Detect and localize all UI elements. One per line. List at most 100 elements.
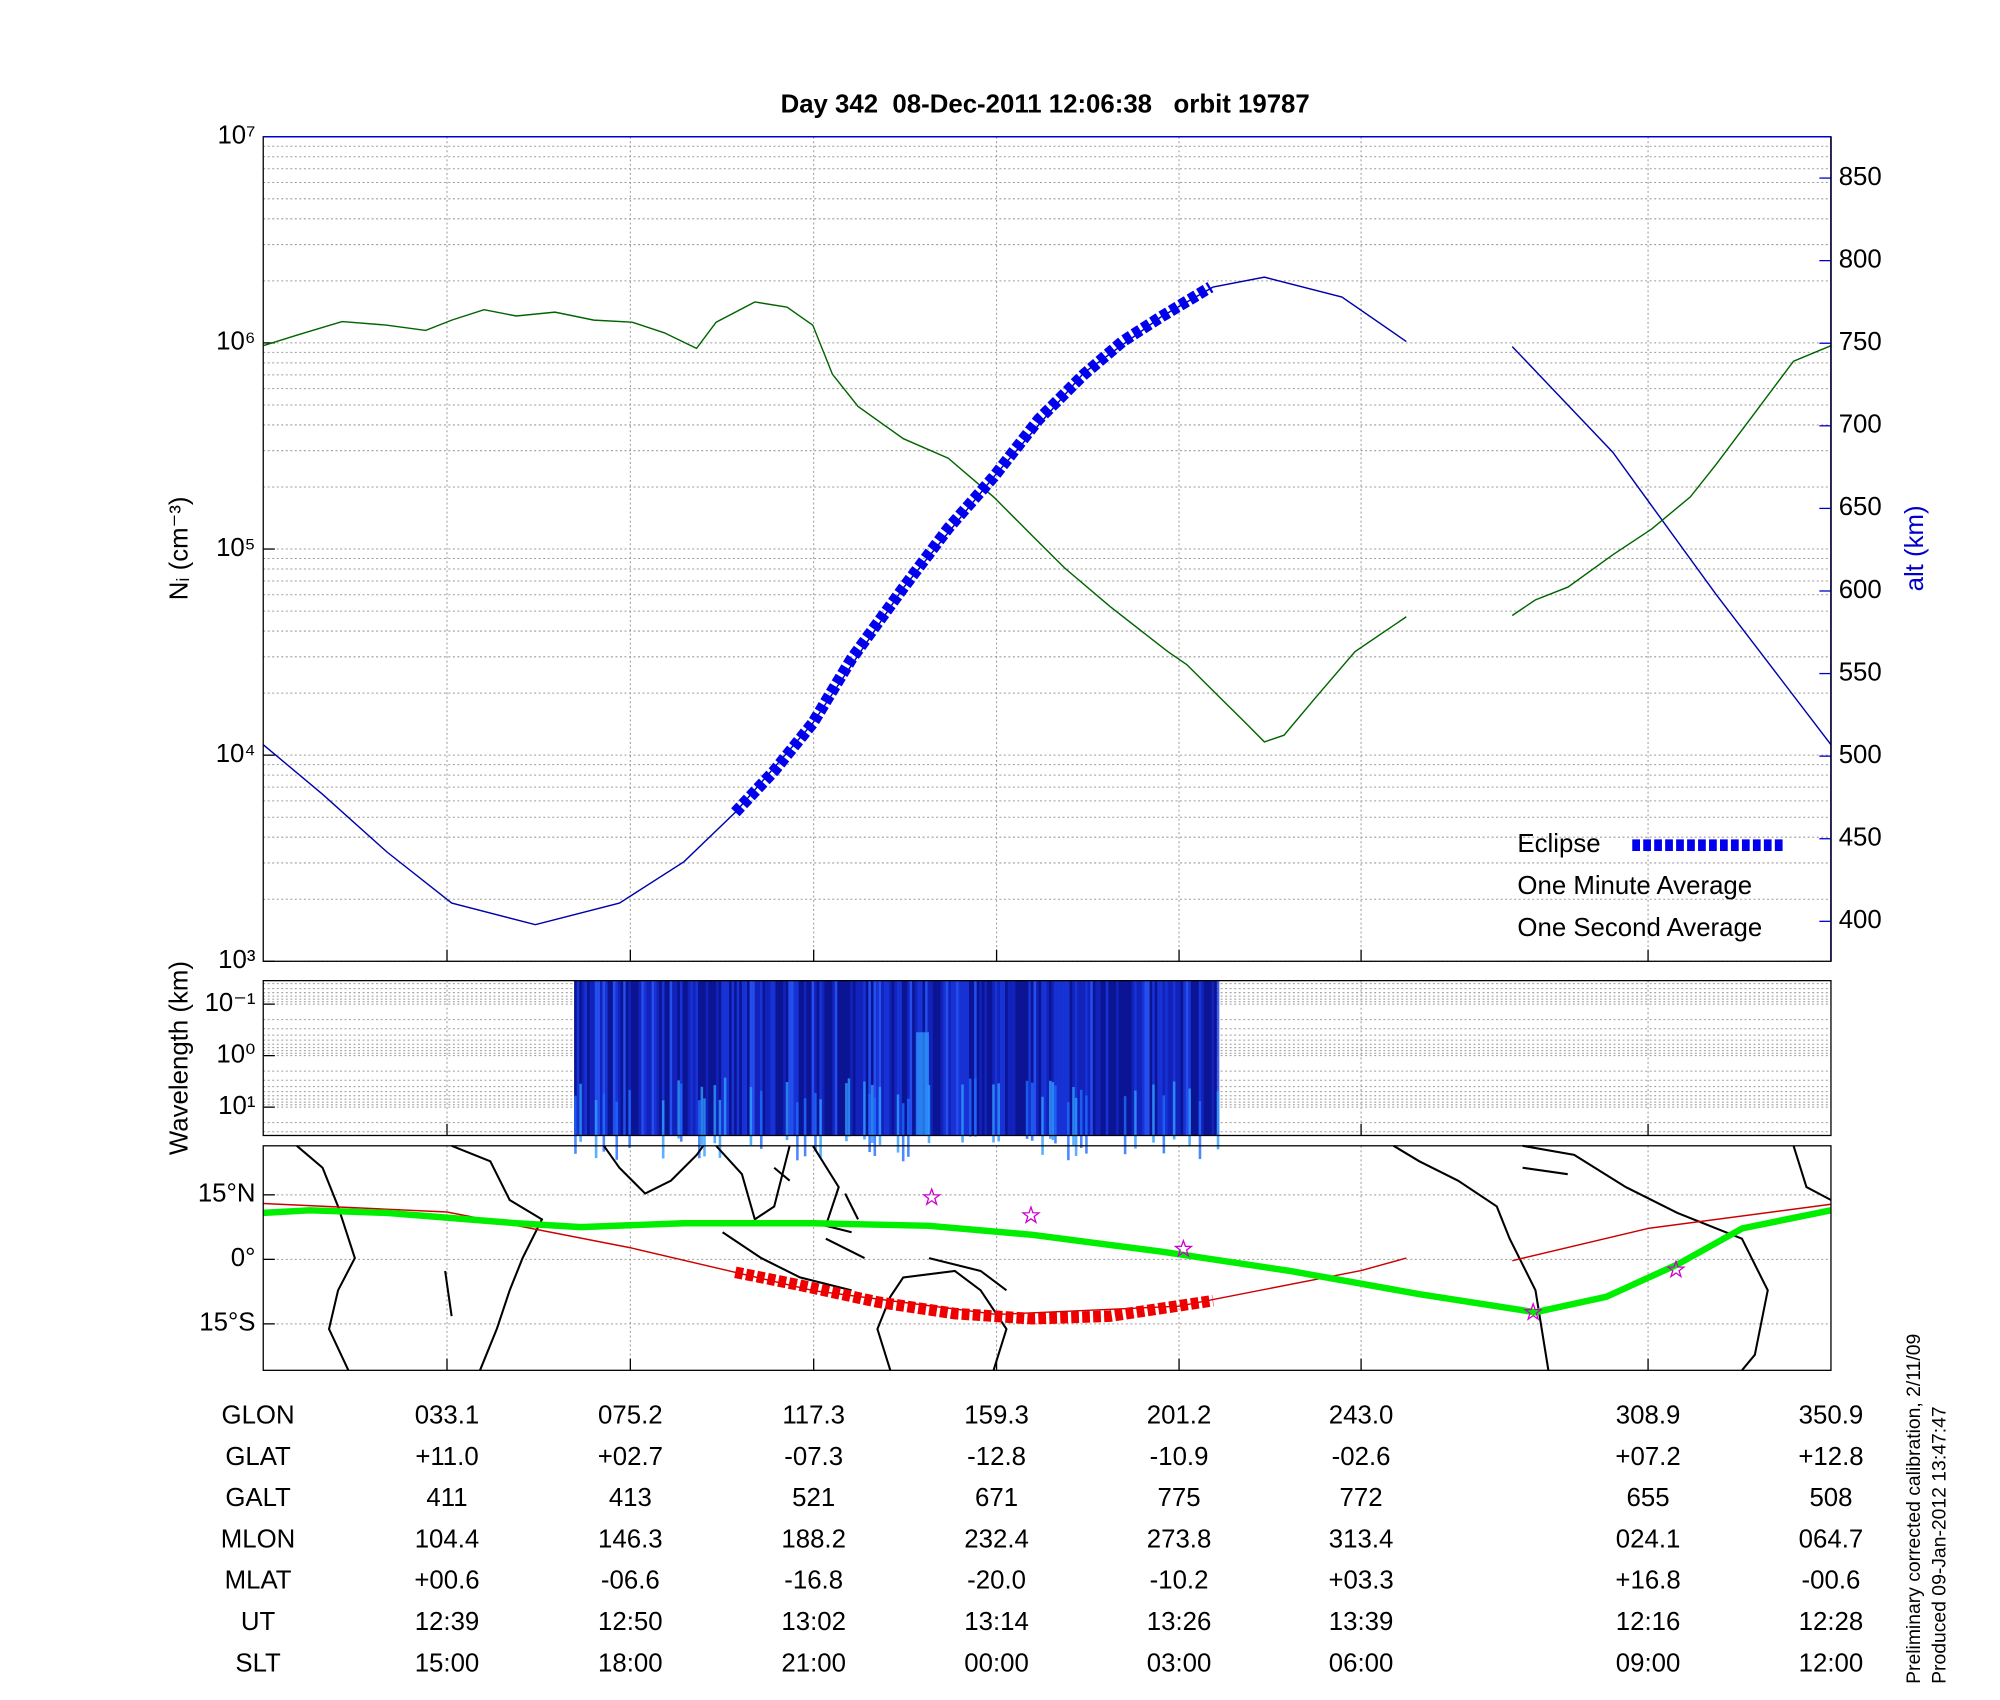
spectrogram-stripe [708,980,711,1136]
table-cell: 21:00 [781,1649,846,1677]
spectrogram-stripe [615,1101,619,1160]
footer-note: Preliminary corrected calibration, 2/11/… [1903,1334,1925,1684]
spectrogram-stripe [1054,1085,1057,1144]
spectrogram-stripe [1167,980,1171,1136]
spectrogram-stripe [692,980,696,1136]
legend-label: Eclipse [1517,830,1600,858]
spectrogram-stripe [842,980,846,1136]
table-cell: 00:00 [964,1649,1029,1677]
spectrogram-stripe [992,1084,995,1143]
spectrogram-stripe [772,980,776,1136]
spectrogram-stripe [994,980,998,1136]
spectrogram-stripe [661,1100,665,1159]
spectrogram-stripe [1172,1081,1176,1140]
spectrogram-stripe [698,980,701,1136]
spectrogram-stripe [1018,980,1021,1136]
table-cell: -12.8 [967,1443,1026,1471]
spectrogram-stripe [687,980,691,1136]
data-line [263,301,1832,743]
spectrogram-stripe [752,980,755,1136]
table-cell: 655 [1627,1484,1670,1512]
spectrogram-stripe [664,980,668,1136]
y-tick-label: 10¹ [218,1092,256,1120]
table-cell: 772 [1340,1484,1383,1512]
table-cell: 06:00 [1329,1649,1394,1677]
spectrogram-stripe [669,980,673,1136]
spectrogram-stripe [1170,980,1173,1136]
spectrogram-stripe [615,980,619,1136]
table-cell: +02.7 [598,1443,663,1471]
spectrogram-stripe [956,980,959,1136]
spectrogram-stripe [824,980,828,1136]
spectrogram-stripe [873,980,877,1136]
spectrogram-stripe [674,980,678,1136]
table-cell: 146.3 [598,1525,663,1553]
spectrogram-stripe [1046,980,1049,1136]
spectrogram-stripe [1054,980,1057,1136]
spectrogram-stripe [1165,980,1168,1136]
spectrogram-stripe [796,1102,799,1161]
table-cell: -10.9 [1150,1443,1209,1471]
spectrogram-stripe [705,980,709,1136]
y-tick-label: 0° [231,1244,256,1272]
spectrogram-stripe [1141,980,1145,1136]
spectrogram-stripe [839,980,843,1136]
spectrogram-stripe [778,980,781,1136]
spectrogram-stripe [948,980,951,1136]
spectrogram-stripe [594,1100,598,1159]
spectrogram-stripe [1069,980,1073,1136]
spectrogram-stripe [863,980,866,1136]
spectrogram-stripe [1051,1082,1055,1141]
spectrogram-stripe [806,980,809,1136]
spectrogram-stripe [1126,980,1129,1136]
spectrogram-stripe [886,980,889,1136]
spectrogram-stripe [1209,980,1212,1136]
y-tick-label: 10⁰ [216,1040,255,1068]
spectrogram-stripe [1079,1089,1083,1148]
table-cell: 232.4 [964,1525,1029,1553]
spectrogram-stripe [682,980,686,1136]
spectrogram-stripe [790,980,794,1136]
spectrogram-stripe [1100,980,1104,1136]
spectrogram-stripe [860,980,864,1136]
table-cell: 03:00 [1147,1649,1212,1677]
spectrogram-stripe [757,980,760,1136]
spectrogram-stripe [1188,980,1191,1136]
table-cell: 313.4 [1329,1525,1394,1553]
spectrogram-stripe [651,980,655,1136]
spectrogram-stripe [1159,980,1163,1136]
eclipse-line [731,282,1214,817]
track-line [263,1207,1832,1316]
table-cell: 104.4 [415,1525,480,1553]
spectrogram-stripe [767,980,771,1136]
y2-tick-label: 850 [1839,163,1882,191]
spectrogram-stripe [1152,980,1155,1136]
spectrogram-stripe [1136,980,1140,1136]
coastline [722,1231,852,1292]
spectrogram-stripe [1041,980,1044,1136]
spectrogram-stripe [1121,980,1124,1136]
spectrogram-stripe [801,980,804,1136]
spectrogram-stripe [736,980,740,1136]
y-tick-label: 10³ [218,946,256,974]
table-cell: +16.8 [1615,1567,1680,1595]
table-cell: 033.1 [415,1402,480,1430]
spectrogram-stripe [904,980,908,1136]
spectrogram-stripe [1185,980,1189,1136]
spectrogram-stripe [589,980,593,1136]
coastline [773,1166,865,1259]
spectrogram-stripe [1175,980,1179,1136]
spectrogram-stripe [909,980,913,1136]
spectrogram-stripe [1180,980,1184,1136]
footer-note: Produced 09-Jan-2012 13:47:47 [1929,1406,1951,1683]
spectrogram-stripe [597,980,600,1136]
spectrogram-stripe [811,980,815,1136]
table-cell: 064.7 [1799,1525,1864,1553]
table-cell: 188.2 [781,1525,846,1553]
spectrogram-stripe [803,980,807,1136]
spectrogram-stripe [855,980,859,1136]
spectrogram-stripe [1110,980,1114,1136]
spectrogram-stripe [1206,980,1209,1136]
spectrogram-stripe [1149,980,1153,1136]
spectrogram-stripe [605,980,608,1136]
